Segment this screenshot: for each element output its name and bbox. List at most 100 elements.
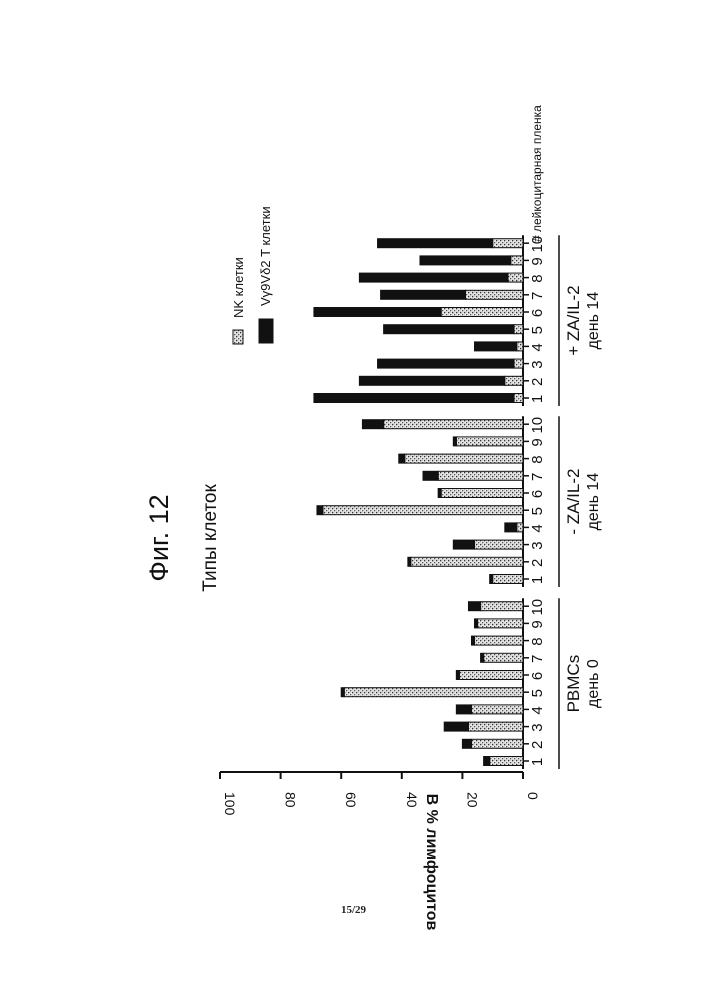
x-tick-label: 6	[529, 672, 546, 680]
bar-vg9vd2	[420, 256, 511, 265]
bar-nk	[323, 506, 523, 515]
x-tick-label: 4	[529, 706, 546, 714]
bar-nk	[514, 359, 523, 368]
bar-nk	[508, 273, 523, 282]
bar-nk	[456, 437, 523, 446]
x-tick-label: 10	[529, 599, 546, 616]
x-tick-label: 9	[529, 438, 546, 446]
x-tick-label: 1	[529, 395, 546, 403]
x-tick-label: 9	[529, 257, 546, 265]
bar-nk	[411, 557, 523, 566]
legend-label-nk: NK клетки	[231, 257, 246, 318]
legend-swatch-vg9vd2	[259, 319, 273, 343]
bar-vg9vd2	[408, 557, 411, 566]
group-labels: PBMCsдень 0- ZA/IL-2день 14+ ZA/IL-2день…	[559, 235, 602, 769]
bar-vg9vd2	[484, 757, 490, 766]
bar-vg9vd2	[381, 290, 466, 299]
group-sublabel: день 14	[585, 473, 602, 531]
y-tick-label: 0	[525, 792, 541, 800]
bar-vg9vd2	[359, 273, 507, 282]
x-tick-label: 2	[529, 378, 546, 386]
bar-nk	[478, 619, 523, 628]
bar-nk	[405, 454, 523, 463]
x-tick-label: 2	[529, 559, 546, 567]
bars	[314, 239, 523, 766]
bar-vg9vd2	[399, 454, 405, 463]
bar-vg9vd2	[468, 602, 480, 611]
bar-nk	[517, 523, 523, 532]
x-tick-label: 5	[529, 326, 546, 334]
bar-nk	[475, 636, 523, 645]
bar-vg9vd2	[314, 394, 514, 403]
bar-nk	[514, 394, 523, 403]
bar-nk	[493, 575, 523, 584]
group-sublabel: день 0	[585, 659, 602, 708]
group-label: + ZA/IL-2	[564, 285, 583, 355]
bar-nk	[505, 376, 523, 385]
x-tick-label: 5	[529, 507, 546, 515]
legend: NK клетки Vγ9Vδ2 T клетки	[231, 206, 273, 344]
x-tick-label: 3	[529, 360, 546, 368]
bar-nk	[490, 757, 523, 766]
bar-nk	[481, 602, 523, 611]
bar-vg9vd2	[384, 325, 514, 334]
x-tick-label: 7	[529, 655, 546, 663]
bar-vg9vd2	[462, 739, 471, 748]
x-tick-label: 6	[529, 309, 546, 317]
bar-nk	[511, 256, 523, 265]
bar-nk	[514, 325, 523, 334]
bar-vg9vd2	[378, 239, 493, 248]
bar-vg9vd2	[471, 636, 474, 645]
x-tick-labels: 123456789101234567891012345678910	[523, 236, 546, 766]
bar-nk	[441, 489, 523, 498]
chart-title: Типы клеток	[200, 484, 221, 592]
bar-nk	[517, 342, 523, 351]
legend-swatch-nk	[233, 330, 243, 344]
x-tick-label: 5	[529, 689, 546, 697]
bar-vg9vd2	[317, 506, 323, 515]
bar-nk	[471, 739, 523, 748]
bar-nk	[384, 420, 523, 429]
x-tick-label: 10	[529, 417, 546, 434]
x-tick-label: 6	[529, 490, 546, 498]
x-tick-label: 8	[529, 637, 546, 645]
x-tick-label: 10	[529, 236, 546, 253]
bar-nk	[475, 540, 523, 549]
x-tick-label: 2	[529, 741, 546, 749]
bar-vg9vd2	[341, 688, 344, 697]
y-tick-label: 60	[343, 792, 359, 808]
bar-nk	[344, 688, 523, 697]
bar-vg9vd2	[438, 489, 441, 498]
bar-vg9vd2	[359, 376, 504, 385]
x-tick-label: 7	[529, 292, 546, 300]
bar-vg9vd2	[490, 575, 493, 584]
y-tick-label: 20	[464, 792, 480, 808]
group-label: PBMCs	[564, 655, 583, 713]
x-tick-label: 7	[529, 473, 546, 481]
bar-vg9vd2	[475, 619, 478, 628]
page-number: 15/29	[0, 904, 707, 916]
bar-vg9vd2	[453, 437, 456, 446]
x-tick-label: 8	[529, 455, 546, 463]
figure-label: Фиг. 12	[144, 494, 174, 581]
x-tick-label: 3	[529, 541, 546, 549]
bar-nk	[484, 653, 523, 662]
bar-nk	[465, 290, 523, 299]
bar-nk	[471, 705, 523, 714]
bar-nk	[441, 308, 523, 317]
bar-nk	[438, 471, 523, 480]
bar-vg9vd2	[423, 471, 438, 480]
bar-vg9vd2	[314, 308, 441, 317]
bar-vg9vd2	[505, 523, 517, 532]
bar-vg9vd2	[453, 540, 474, 549]
group-label: - ZA/IL-2	[564, 469, 583, 535]
y-tick-label: 100	[222, 792, 238, 816]
x-axis-caption: # лейкоцитарная пленка	[530, 105, 544, 242]
bar-vg9vd2	[362, 420, 383, 429]
bar-vg9vd2	[475, 342, 517, 351]
bar-vg9vd2	[444, 722, 468, 731]
x-tick-label: 1	[529, 758, 546, 766]
x-tick-label: 4	[529, 524, 546, 532]
